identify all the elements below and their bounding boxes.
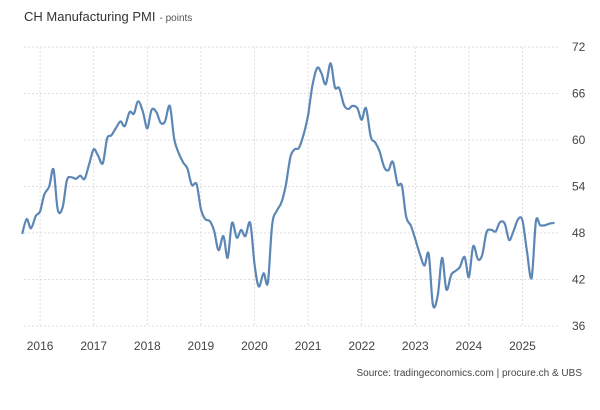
y-tick-label: 54: [572, 180, 586, 194]
x-axis-ticks: 2016 2017 2018 2019 2020 2021 2022 2023 2024 2025: [27, 339, 536, 353]
chart-unit: - points: [159, 13, 193, 24]
x-tick-label: 2019: [188, 339, 215, 353]
y-tick-label: 36: [572, 319, 586, 333]
y-tick-label: 60: [572, 133, 586, 147]
source-note: Source: tradingeconomics.com | procure.c…: [356, 368, 582, 379]
y-tick-label: 72: [572, 40, 586, 54]
chart-title: CH Manufacturing PMI: [24, 9, 156, 24]
x-tick-label: 2023: [402, 339, 429, 353]
x-tick-label: 2017: [80, 339, 107, 353]
x-tick-label: 2016: [27, 339, 54, 353]
x-tick-label: 2020: [241, 339, 268, 353]
x-tick-label: 2021: [295, 339, 322, 353]
series-line: [21, 62, 555, 309]
gridlines: [24, 46, 560, 327]
x-tick-label: 2024: [456, 339, 483, 353]
y-axis-ticks: 36 42 48 54 60 66 72: [572, 40, 586, 333]
y-tick-label: 66: [572, 87, 586, 101]
x-tick-label: 2018: [134, 339, 161, 353]
series-layer: [21, 62, 555, 309]
y-tick-label: 42: [572, 273, 586, 287]
x-tick-label: 2022: [348, 339, 375, 353]
chart-header: CH Manufacturing PMI - points: [24, 8, 192, 26]
y-tick-label: 48: [572, 226, 586, 240]
x-tick-label: 2025: [509, 339, 536, 353]
